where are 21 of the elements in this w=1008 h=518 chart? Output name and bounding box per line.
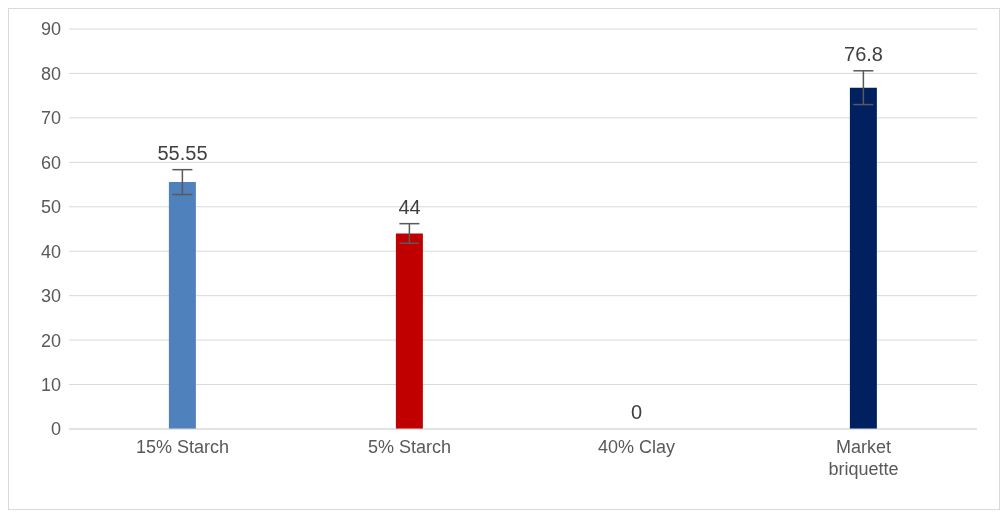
y-tick-label: 40 <box>40 241 61 262</box>
data-label: 0 <box>630 401 643 423</box>
bar <box>849 87 877 429</box>
y-tick-label: 80 <box>40 63 61 84</box>
data-label: 76.8 <box>844 42 883 65</box>
data-label: 55.55 <box>157 141 208 164</box>
y-tick-label: 10 <box>40 374 61 395</box>
y-tick-label: 0 <box>50 419 61 440</box>
y-tick-label: 70 <box>40 108 61 129</box>
data-label: 44 <box>398 195 421 218</box>
x-tick-label: Market briquette <box>828 437 899 479</box>
y-tick-label: 60 <box>40 152 61 173</box>
y-tick-label: 50 <box>40 197 61 218</box>
y-tick-label: 30 <box>40 286 61 307</box>
x-tick-label: 40% Clay <box>597 437 676 457</box>
x-tick-label: 15% Starch <box>135 437 230 457</box>
bar <box>395 233 423 429</box>
x-tick-label: 5% Starch <box>367 437 452 457</box>
bar <box>168 182 196 429</box>
y-tick-label: 20 <box>40 330 61 351</box>
y-tick-label: 90 <box>40 19 61 40</box>
